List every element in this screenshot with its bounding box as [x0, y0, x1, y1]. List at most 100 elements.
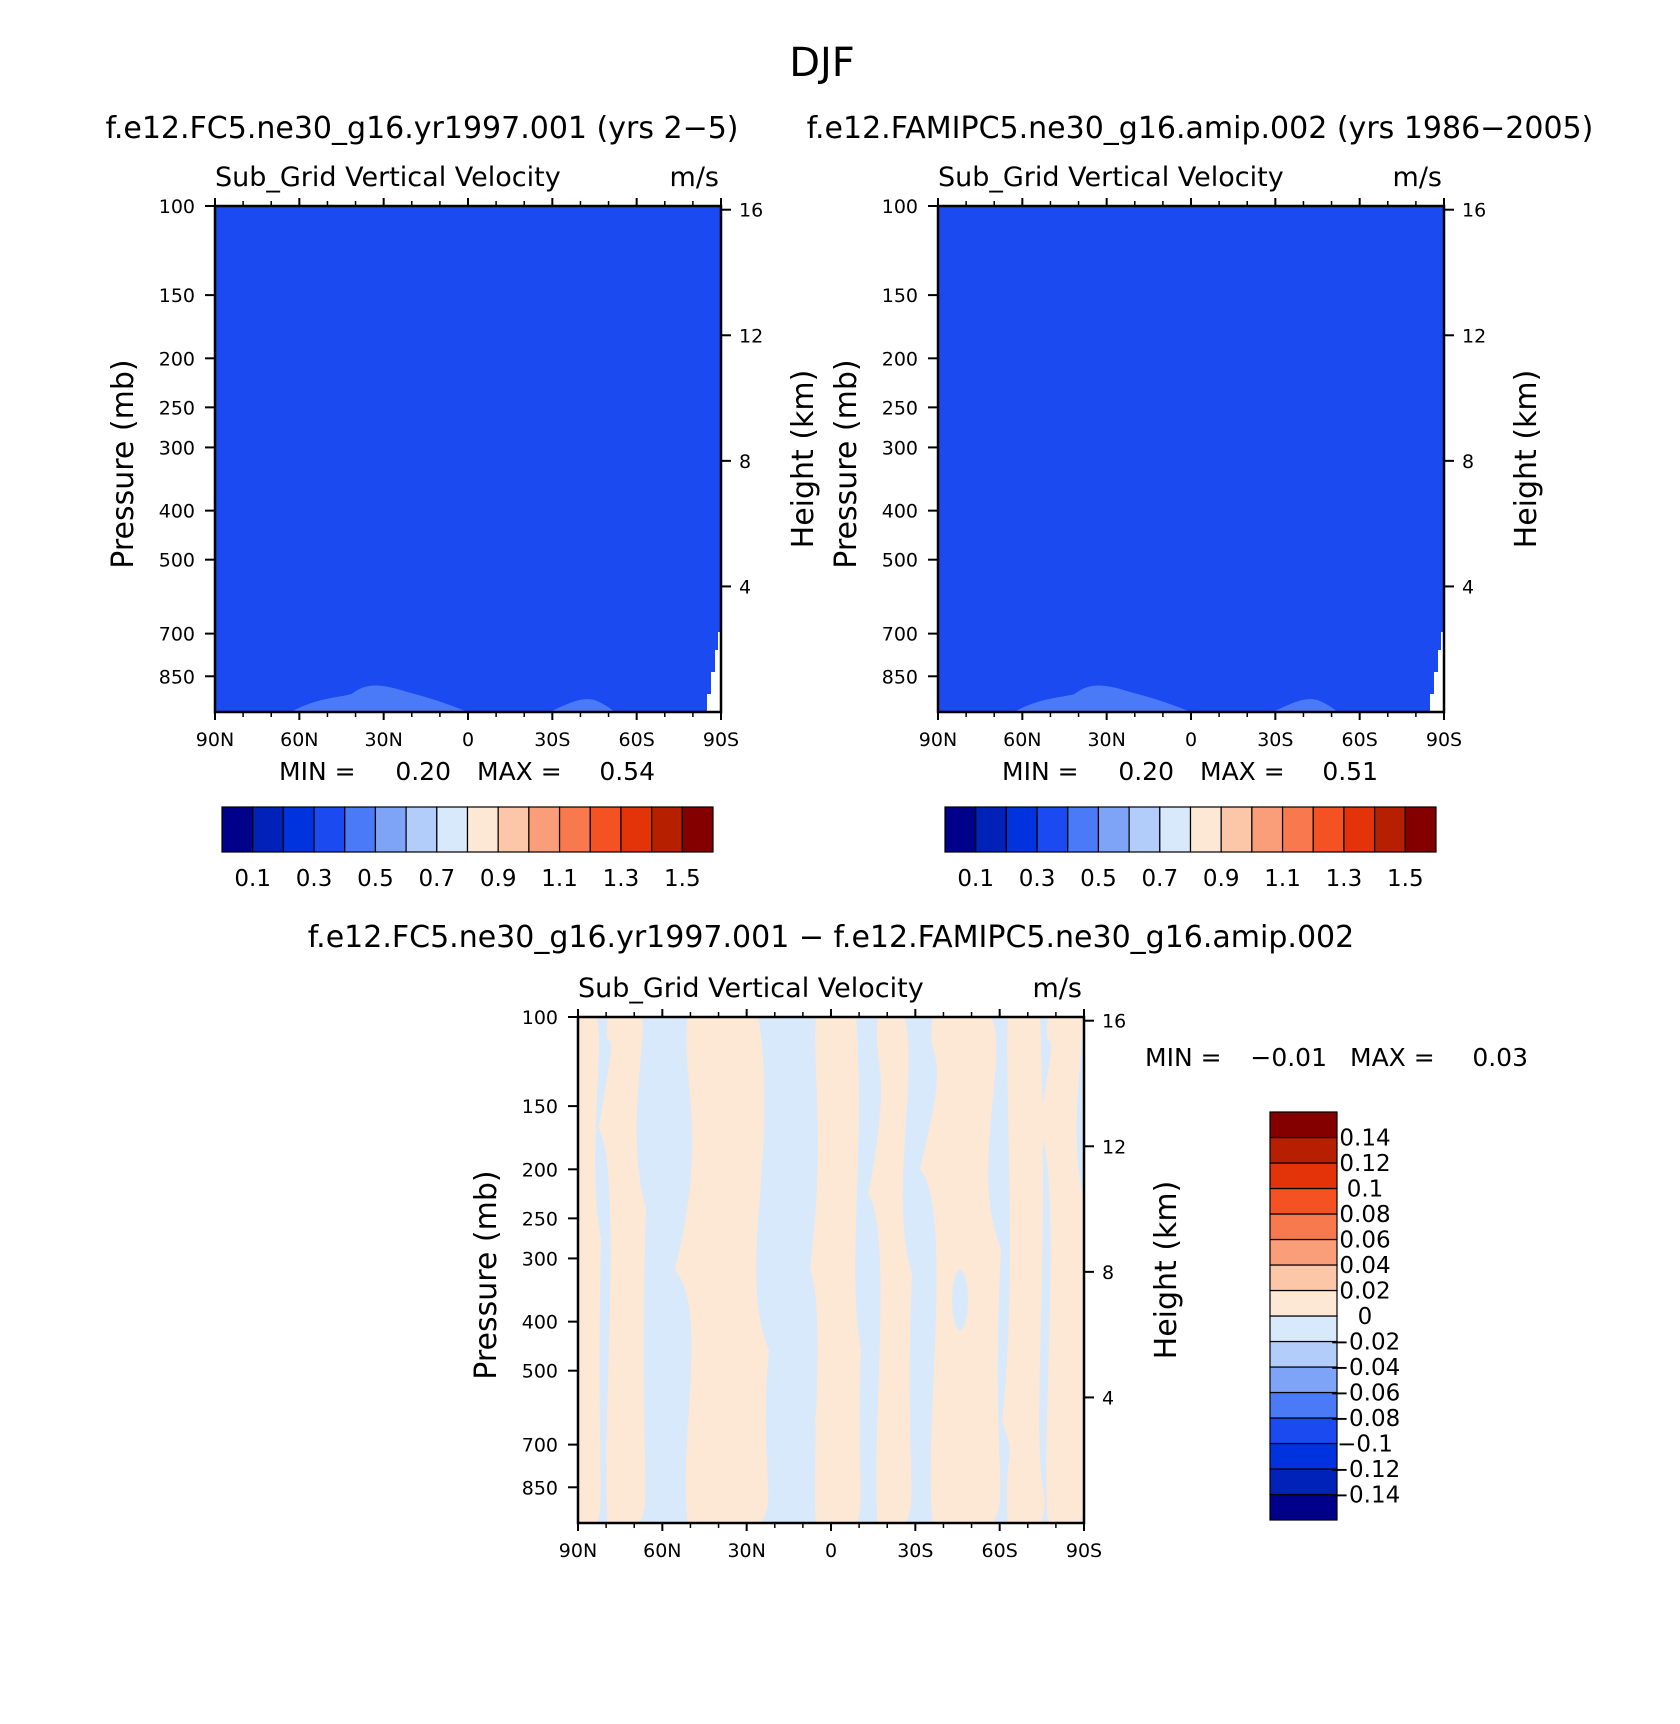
colorbar-swatch	[1269, 1238, 1338, 1266]
colorbar-swatch	[1404, 806, 1437, 853]
colorbar-swatch	[1269, 1340, 1338, 1368]
colorbar-label: 0.06	[1339, 1228, 1390, 1254]
colorbar-label: −0.02	[1330, 1330, 1400, 1356]
field-region	[718, 1450, 746, 1510]
colorbar-swatch	[1036, 806, 1069, 853]
x-tick-label: 90S	[703, 729, 739, 751]
field-region	[868, 1017, 912, 1523]
colorbar-label: 0.1	[234, 866, 271, 892]
colorbar-swatch	[975, 806, 1007, 853]
x-tick-label: 90N	[196, 729, 234, 751]
colorbar-swatch	[651, 806, 683, 853]
x-tick-label: 0	[825, 1540, 837, 1562]
colorbar-label: −0.1	[1337, 1432, 1393, 1458]
colorbar-swatch	[1269, 1442, 1338, 1470]
colorbar-label: 0.7	[419, 866, 456, 892]
field-region	[1002, 1017, 1045, 1523]
y-tick-label: 400	[882, 501, 918, 523]
units-label: m/s	[670, 162, 719, 193]
y-tick-label: 200	[522, 1159, 558, 1181]
y-tick-label: 250	[159, 397, 195, 419]
field-region	[952, 1270, 968, 1330]
colorbar-label: 1.5	[664, 866, 701, 892]
y-tick-label: 200	[882, 348, 918, 370]
field-region	[674, 1017, 769, 1523]
colorbar-label: 0.04	[1339, 1253, 1390, 1279]
colorbar-swatch	[282, 806, 315, 853]
colorbar-swatch	[466, 806, 499, 853]
min-value: 0.20	[1118, 757, 1174, 786]
colorbar-swatch	[1374, 806, 1406, 853]
y-tick-label: 500	[522, 1361, 558, 1383]
colorbar-swatch	[944, 806, 977, 853]
min-label: MIN =	[1145, 1043, 1222, 1072]
colorbar-swatch	[1067, 806, 1100, 853]
colorbar-swatch	[1281, 806, 1314, 853]
max-label: MAX =	[477, 757, 562, 786]
colorbar-swatch	[497, 806, 530, 853]
colorbar-swatch	[1269, 1264, 1338, 1292]
min-value: −0.01	[1250, 1043, 1327, 1072]
colorbar-swatch	[1189, 806, 1222, 853]
y-tick-label: 200	[159, 348, 195, 370]
y-tick-label: 700	[882, 624, 918, 646]
x-tick-label: 60S	[619, 729, 655, 751]
field-fill	[215, 206, 721, 712]
y-tick-label: 850	[159, 666, 195, 688]
x-tick-label: 30N	[364, 729, 402, 751]
page-title: DJF	[789, 40, 855, 86]
y-axis-label: Pressure (mb)	[829, 359, 864, 568]
colorbar-swatch	[1269, 1187, 1338, 1215]
colorbar-swatch	[1097, 806, 1130, 853]
y2-tick-label: 12	[1102, 1136, 1126, 1158]
panel-title: f.e12.FC5.ne30_g16.yr1997.001 − f.e12.FA…	[308, 920, 1354, 955]
field-region	[598, 1017, 646, 1523]
y-axis-label: Pressure (mb)	[106, 359, 141, 568]
y-tick-label: 100	[882, 196, 918, 218]
y-axis-label: Pressure (mb)	[469, 1170, 504, 1379]
y2-tick-label: 12	[739, 325, 763, 347]
colorbar-swatch	[620, 806, 653, 853]
field-region	[290, 685, 468, 712]
colorbar-label: 0.3	[1019, 866, 1056, 892]
colorbar-label: 0.02	[1339, 1279, 1390, 1305]
y2-axis-label: Height (km)	[786, 370, 821, 549]
colorbar-label: 0.1	[957, 866, 994, 892]
y2-tick-label: 8	[1102, 1262, 1114, 1284]
colorbar-label: 0	[1358, 1304, 1373, 1330]
y2-tick-label: 4	[1462, 576, 1474, 598]
colorbar-swatch	[405, 806, 438, 853]
colorbar-swatch	[1269, 1417, 1338, 1445]
topography-mask	[707, 632, 721, 712]
colorbar-label: 1.1	[1264, 866, 1301, 892]
colorbar-swatch	[1269, 1136, 1338, 1164]
colorbar-swatch	[374, 806, 407, 853]
colorbar-label: 0.3	[296, 866, 333, 892]
colorbar-label: −0.04	[1330, 1355, 1400, 1381]
field-group	[578, 1017, 1084, 1523]
colorbar-label: −0.12	[1330, 1457, 1400, 1483]
y2-axis-label: Height (km)	[1509, 370, 1544, 549]
colorbar-label: 1.5	[1387, 866, 1424, 892]
max-value: 0.03	[1472, 1043, 1528, 1072]
y2-tick-label: 16	[1462, 200, 1486, 222]
colorbar-label: −0.06	[1330, 1381, 1400, 1407]
colorbar-label: 0.08	[1339, 1202, 1390, 1228]
variable-label: Sub_Grid Vertical Velocity	[938, 162, 1284, 193]
x-tick-label: 30S	[1257, 729, 1293, 751]
y-tick-label: 850	[882, 666, 918, 688]
field-region	[578, 1017, 601, 1523]
x-tick-label: 0	[462, 729, 474, 751]
x-tick-label: 30S	[897, 1540, 933, 1562]
y-tick-label: 100	[522, 1007, 558, 1029]
y-tick-label: 300	[882, 437, 918, 459]
colorbar-label: 1.1	[541, 866, 578, 892]
variable-label: Sub_Grid Vertical Velocity	[578, 973, 924, 1004]
colorbar-label: −0.14	[1330, 1483, 1400, 1509]
colorbar-swatch	[1220, 806, 1253, 853]
colorbar-swatch	[1005, 806, 1038, 853]
colorbar-label: 0.14	[1339, 1126, 1390, 1152]
y-tick-label: 850	[522, 1477, 558, 1499]
field-region	[1013, 685, 1191, 712]
variable-label: Sub_Grid Vertical Velocity	[215, 162, 561, 193]
